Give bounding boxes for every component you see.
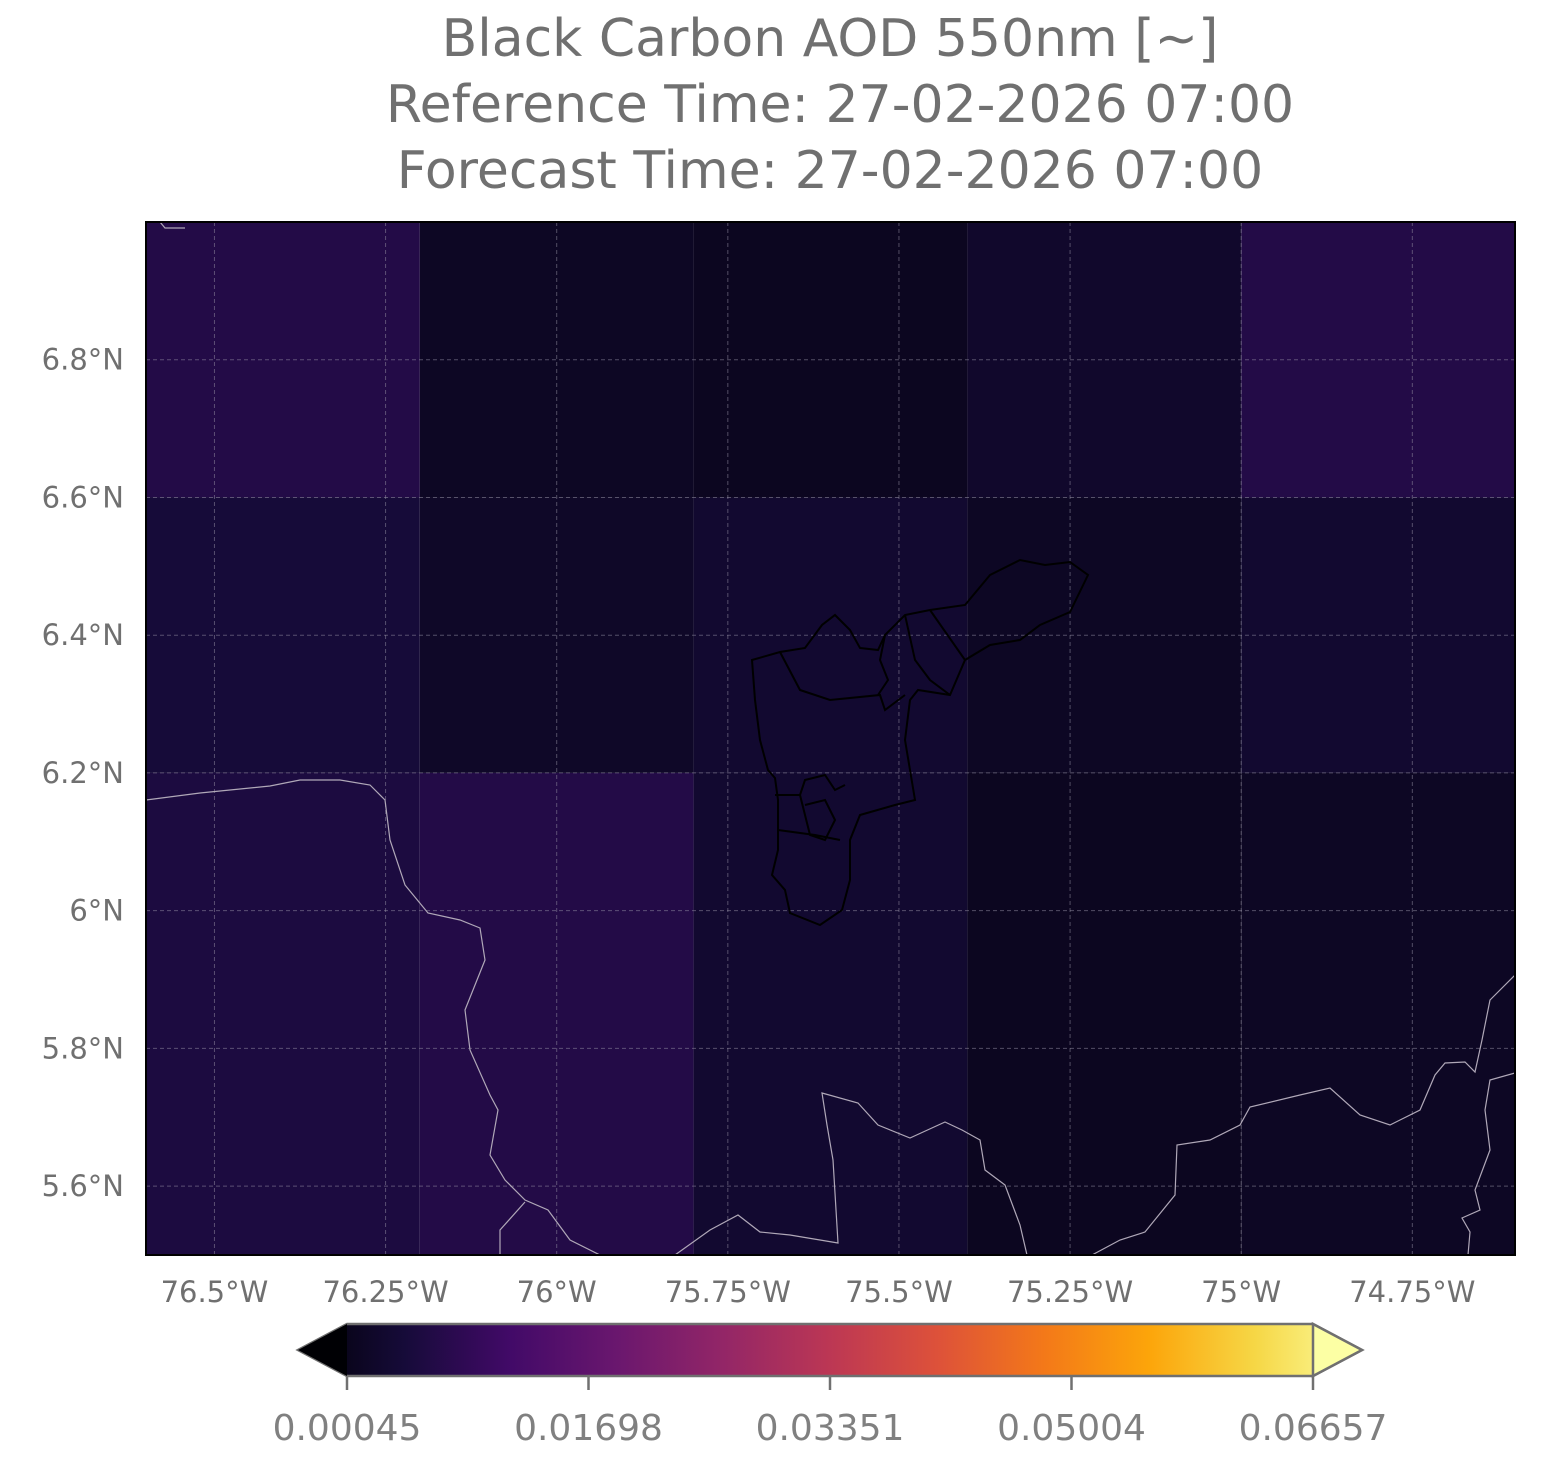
colorbar-tick-label: 0.00045 <box>273 1408 422 1449</box>
coastline <box>159 222 185 229</box>
plot-frame <box>145 221 1516 1256</box>
aod-cell <box>693 772 968 1255</box>
x-tick-label: 75.25°W <box>1007 1275 1133 1309</box>
coastline <box>1091 974 1515 1255</box>
colorbar-tick-label: 0.06657 <box>1239 1408 1388 1449</box>
borders <box>146 222 1515 1255</box>
colorbar-tick-label: 0.01698 <box>514 1408 663 1449</box>
y-tick-label: 6.2°N <box>42 756 124 790</box>
y-tick-label: 5.8°N <box>42 1031 124 1065</box>
coastline <box>1461 1072 1515 1255</box>
x-tick-label: 76.5°W <box>161 1275 269 1309</box>
y-tick-label: 6.6°N <box>42 480 124 514</box>
coastline <box>499 1201 526 1255</box>
aod-cell <box>967 222 1242 498</box>
district-border <box>775 609 966 842</box>
coastline <box>674 1092 1028 1255</box>
aod-cell <box>693 222 968 498</box>
y-tick-label: 6.8°N <box>42 343 124 377</box>
colorbar-tick-label: 0.05004 <box>997 1408 1146 1449</box>
title: Reference Time: 27-02-2026 07:00 <box>386 75 1294 135</box>
x-tick-label: 75.75°W <box>665 1275 791 1309</box>
district-border <box>750 558 1090 927</box>
colorbar-body <box>295 1322 1365 1378</box>
aod-cell <box>967 772 1242 1255</box>
cell-layer <box>146 222 1515 1255</box>
colorbar-extend-max <box>1311 1321 1365 1379</box>
x-tick-label: 75°W <box>1201 1275 1281 1309</box>
colorbar: 0.00045 0.01698 0.03351 0.05004 0.06657 <box>273 1321 1388 1449</box>
x-tick-label: 76°W <box>517 1275 597 1309</box>
colorbar-extend-min <box>298 1324 347 1376</box>
aod-cell <box>967 497 1242 773</box>
coastline <box>146 779 601 1255</box>
y-tick-label: 6.4°N <box>42 618 124 652</box>
colorbar-tick-label: 0.03351 <box>756 1408 905 1449</box>
aod-cell <box>693 497 968 773</box>
x-tick-label: 74.75°W <box>1349 1275 1475 1309</box>
x-tick-label: 75.5°W <box>845 1275 953 1309</box>
aod-cell <box>1241 772 1515 1255</box>
x-tick-label: 76.25°W <box>322 1275 448 1309</box>
title: Forecast Time: 27-02-2026 07:00 <box>397 141 1263 201</box>
y-tick-label: 5.6°N <box>42 1169 124 1203</box>
title: Black Carbon AOD 550nm [~] <box>442 9 1219 69</box>
y-tick-label: 6°N <box>69 894 124 928</box>
aod-cell <box>146 772 420 1255</box>
